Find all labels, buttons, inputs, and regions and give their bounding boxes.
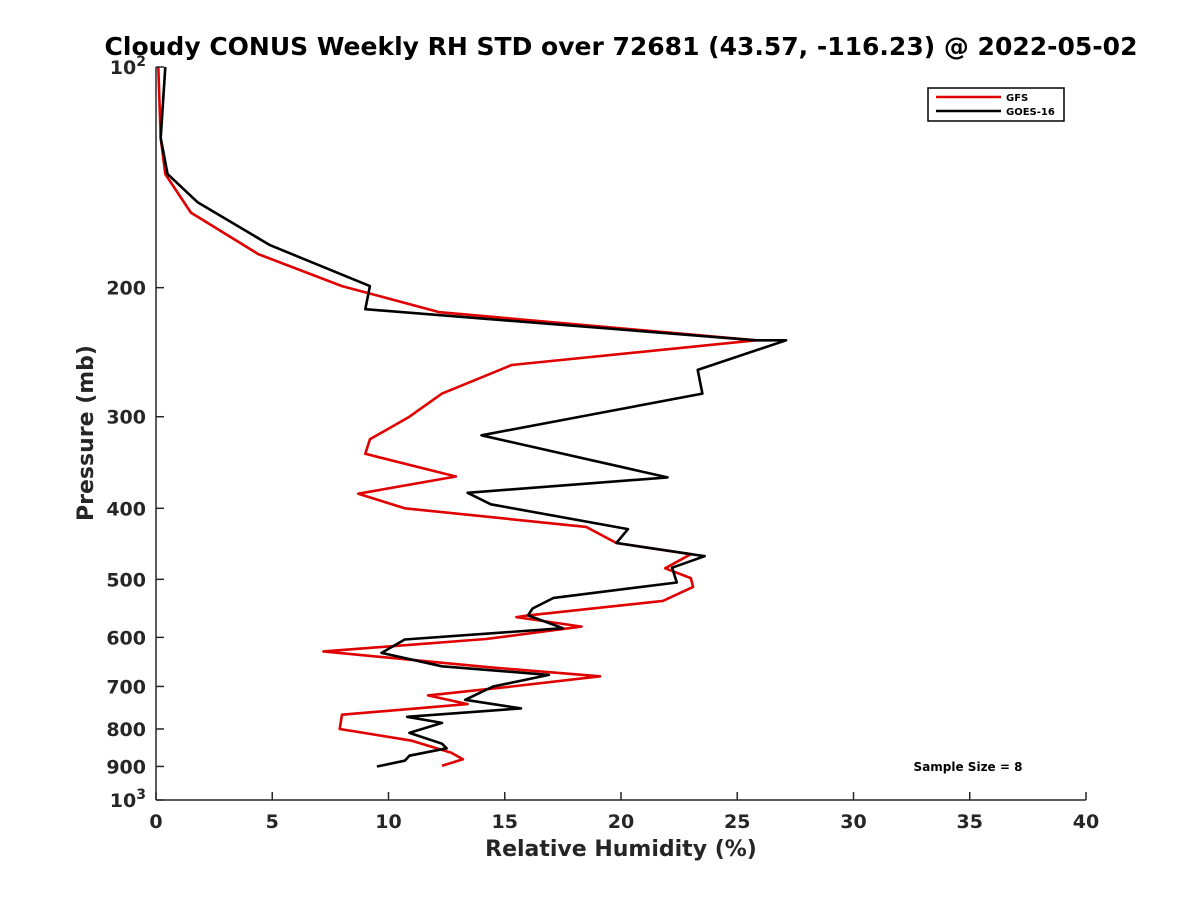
y-tick-label: 200: [106, 278, 146, 300]
y-tick-label: 600: [106, 627, 146, 649]
x-tick-label: 10: [375, 811, 401, 833]
series-layer: [157, 66, 788, 768]
y-axis-ticks: 102 200 300 400 500 600 700 800 900 103: [106, 54, 164, 812]
series-line-gfs: [157, 66, 758, 768]
sample-size-annotation: Sample Size = 8: [914, 760, 1023, 774]
x-axis-ticks: 0 5 10 15 20 25 30 35 40: [149, 792, 1099, 833]
x-tick-label: 15: [492, 811, 518, 833]
y-tick-label: 500: [106, 569, 146, 591]
x-tick-label: 30: [840, 811, 866, 833]
x-tick-label: 0: [149, 811, 162, 833]
chart-title: Cloudy CONUS Weekly RH STD over 72681 (4…: [105, 32, 1138, 61]
x-tick-label: 25: [724, 811, 750, 833]
x-tick-label: 35: [957, 811, 983, 833]
x-tick-label: 20: [608, 811, 634, 833]
x-tick-label: 40: [1073, 811, 1099, 833]
plot-area: [155, 66, 1086, 801]
plot-background: [156, 67, 1086, 800]
legend: GFS GOES-16: [927, 87, 1065, 122]
x-axis-label: Relative Humidity (%): [485, 837, 757, 862]
x-tick-label: 5: [266, 811, 279, 833]
y-tick-label: 102: [110, 54, 146, 79]
y-tick-label: 400: [106, 498, 146, 520]
y-tick-label: 700: [106, 676, 146, 698]
y-tick-label: 103: [110, 787, 146, 812]
legend-box: [927, 87, 1065, 122]
legend-entry: GOES-16: [1006, 107, 1055, 118]
y-tick-label: 900: [106, 756, 146, 778]
y-axis-label: Pressure (mb): [74, 345, 99, 521]
series-line-goes-16: [159, 66, 788, 768]
legend-entry: GFS: [1006, 93, 1028, 104]
y-tick-label: 800: [106, 719, 146, 741]
y-tick-label: 300: [106, 407, 146, 429]
